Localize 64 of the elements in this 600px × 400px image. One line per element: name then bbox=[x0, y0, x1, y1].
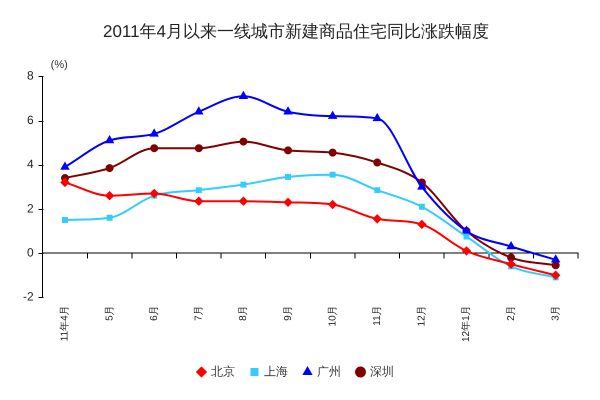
x-tick-label: 11年4月 bbox=[58, 305, 71, 342]
point bbox=[462, 246, 471, 256]
x-tick-label: 11月 bbox=[372, 305, 383, 326]
point bbox=[238, 196, 248, 206]
y-tick-label: -2 bbox=[23, 290, 34, 304]
y-tick-label: 8 bbox=[26, 68, 34, 83]
point bbox=[106, 214, 113, 221]
point bbox=[150, 188, 159, 198]
legend-label: 深圳 bbox=[370, 364, 394, 378]
x-tick-label: 12月 bbox=[416, 305, 428, 326]
point bbox=[105, 135, 114, 144]
point bbox=[374, 187, 380, 194]
y-tick-label: 0 bbox=[26, 245, 34, 260]
legend-label: 北京 bbox=[211, 364, 235, 378]
x-tick-label: 2月 bbox=[506, 305, 517, 321]
point bbox=[284, 106, 292, 114]
point bbox=[372, 214, 382, 224]
x-tick-label: 8月 bbox=[238, 305, 250, 321]
point bbox=[196, 187, 202, 194]
point bbox=[150, 128, 159, 137]
point bbox=[285, 174, 292, 180]
y-tick-label: 4 bbox=[26, 157, 34, 172]
point bbox=[506, 242, 516, 250]
point bbox=[106, 164, 114, 172]
chart-title: 2011年4月以来一线城市新建商品住宅同比涨跌幅度 bbox=[102, 22, 490, 41]
point bbox=[194, 196, 204, 206]
point bbox=[194, 106, 204, 114]
y-tick-label: 2 bbox=[26, 201, 34, 216]
point bbox=[239, 138, 248, 146]
point bbox=[60, 178, 70, 187]
x-tick-label: 12年1月 bbox=[460, 305, 472, 342]
legend-label: 广州 bbox=[317, 364, 341, 378]
point bbox=[239, 91, 248, 100]
legend-label: 上海 bbox=[264, 364, 288, 378]
point bbox=[240, 182, 246, 188]
x-tick-label: 9月 bbox=[282, 305, 294, 321]
point bbox=[284, 198, 293, 207]
point bbox=[507, 254, 516, 262]
point bbox=[417, 220, 426, 229]
point bbox=[150, 144, 158, 152]
x-tick-label: 7月 bbox=[194, 305, 205, 321]
x-tick-label: 10月 bbox=[327, 305, 338, 326]
point bbox=[551, 254, 560, 263]
point bbox=[284, 146, 292, 154]
point bbox=[328, 148, 337, 157]
x-tick-label: 5月 bbox=[104, 305, 116, 321]
point bbox=[551, 270, 560, 280]
point bbox=[417, 182, 426, 190]
x-tick-label: 3月 bbox=[550, 305, 562, 321]
point bbox=[418, 204, 425, 210]
y-tick-label: 6 bbox=[26, 112, 34, 127]
point bbox=[105, 191, 114, 200]
point bbox=[194, 144, 203, 152]
point bbox=[506, 260, 516, 269]
point bbox=[328, 200, 338, 210]
point bbox=[373, 158, 382, 167]
y-axis-title: (%) bbox=[50, 58, 68, 71]
x-tick-label: 6月 bbox=[148, 305, 160, 321]
point bbox=[330, 172, 336, 178]
point bbox=[62, 217, 68, 223]
point bbox=[328, 111, 338, 119]
point bbox=[60, 162, 70, 170]
point bbox=[464, 234, 470, 240]
point bbox=[372, 113, 382, 122]
